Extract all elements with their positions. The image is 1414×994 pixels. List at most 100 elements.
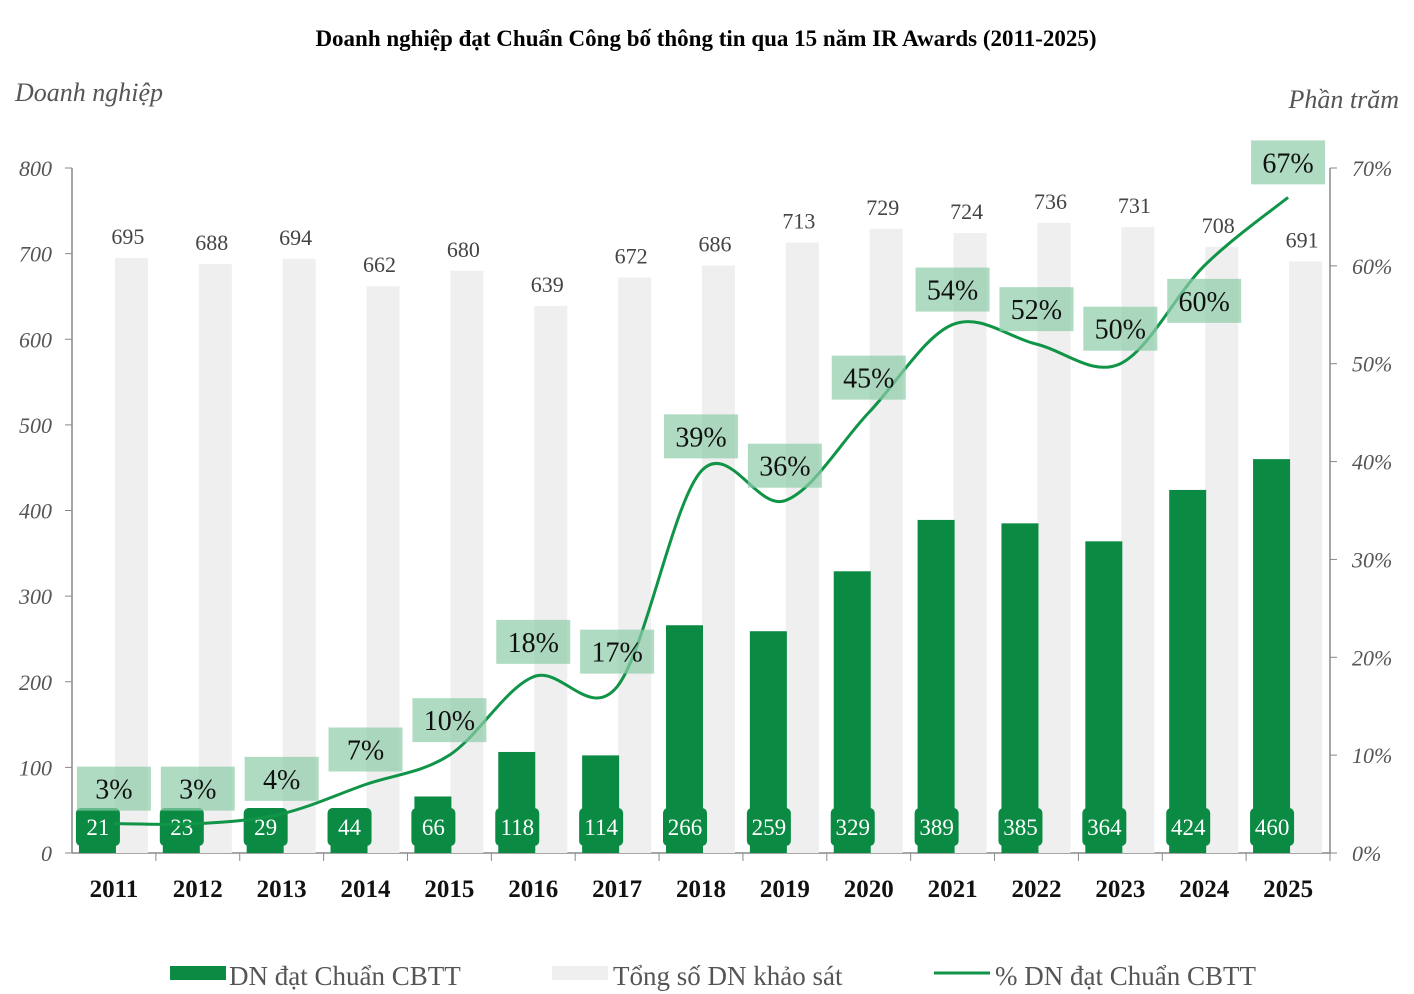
percent-label-box: [664, 414, 738, 459]
x-tick-label: 2012: [173, 876, 223, 903]
x-tick-label: 2020: [844, 876, 894, 903]
achieved-bar: [917, 519, 955, 853]
total-data-label: 672: [615, 244, 648, 269]
achieved-label-box: [914, 808, 959, 846]
y-tick-label: 200: [19, 670, 52, 695]
achieved-bar: [1001, 523, 1039, 853]
percent-data-label: 10%: [424, 706, 475, 737]
x-tick-label: 2011: [90, 876, 139, 903]
achieved-data-label: 118: [500, 815, 534, 840]
achieved-label-box: [1166, 808, 1211, 846]
achieved-data-label: 424: [1171, 815, 1206, 840]
total-data-label: 694: [279, 225, 312, 250]
total-bar: [702, 265, 735, 853]
x-tick-label: 2021: [928, 876, 978, 903]
achieved-data-label: 259: [752, 815, 787, 840]
total-bar: [785, 242, 819, 853]
total-bar: [1205, 246, 1239, 853]
y2-tick-label: 0%: [1352, 841, 1381, 866]
percent-data-label: 39%: [675, 422, 726, 453]
legend-swatch-achieved: [170, 966, 226, 980]
total-bar: [534, 305, 568, 853]
achieved-label-box: [75, 808, 120, 846]
total-bar: [1289, 261, 1323, 853]
total-bar: [953, 233, 987, 853]
percent-data-label: 50%: [1095, 315, 1146, 346]
y-tick-label: 500: [19, 413, 52, 438]
achieved-data-label: 114: [584, 815, 618, 840]
percent-data-label: 60%: [1179, 287, 1230, 318]
percent-data-label: 7%: [347, 736, 384, 767]
percent-data-label: 54%: [927, 276, 978, 307]
percent-label-box: [1251, 140, 1326, 185]
total-data-label: 731: [1118, 193, 1151, 218]
x-tick-label: 2019: [760, 876, 810, 903]
percent-label-box: [1167, 278, 1242, 323]
x-tick-label: 2023: [1095, 876, 1145, 903]
percent-data-label: 67%: [1262, 148, 1313, 179]
percent-data-label: 3%: [179, 775, 216, 806]
x-tick-label: 2022: [1011, 876, 1061, 903]
percent-data-label: 36%: [759, 452, 810, 483]
total-data-label: 729: [866, 195, 899, 220]
total-data-label: 680: [447, 237, 480, 262]
achieved-label-box: [1250, 808, 1295, 846]
achieved-label-box: [579, 808, 624, 846]
achieved-label-box: [998, 808, 1043, 846]
total-data-label: 686: [699, 232, 732, 257]
achieved-data-label: 364: [1087, 815, 1122, 840]
y-tick-label: 600: [19, 327, 52, 352]
achieved-label-box: [1082, 808, 1127, 846]
achieved-label-box: [327, 808, 372, 846]
percent-data-label: 18%: [508, 628, 559, 659]
achieved-label-box: [830, 808, 875, 846]
percent-data-label: 52%: [1011, 295, 1062, 326]
percent-label-box: [76, 766, 151, 811]
total-data-label: 708: [1202, 213, 1235, 238]
achieved-data-label: 66: [422, 815, 445, 840]
percent-label-box: [244, 756, 319, 801]
achieved-bar: [1169, 489, 1207, 853]
y2-tick-label: 60%: [1352, 254, 1392, 279]
chart-title: Doanh nghiệp đạt Chuẩn Công bố thông tin…: [315, 26, 1096, 51]
achieved-data-label: 21: [86, 815, 109, 840]
percent-label-box: [747, 443, 822, 488]
achieved-bar: [1253, 459, 1291, 853]
y2-axis-title: Phần trăm: [1288, 85, 1400, 114]
y2-tick-label: 10%: [1352, 743, 1392, 768]
x-tick-label: 2013: [257, 876, 307, 903]
legend: DN đạt Chuẩn CBTT Tổng số DN khảo sát % …: [170, 961, 1256, 991]
achieved-data-label: 266: [668, 815, 703, 840]
total-bar: [450, 270, 484, 853]
percent-label-box: [831, 355, 906, 400]
total-data-label: 736: [1034, 189, 1067, 214]
achieved-data-label: 23: [170, 815, 193, 840]
achieved-label-box: [411, 808, 456, 846]
total-bar: [114, 257, 148, 853]
percent-data-label: 17%: [591, 638, 642, 669]
total-data-label: 688: [195, 230, 228, 255]
x-tick-label: 2015: [424, 876, 474, 903]
y2-tick-label: 20%: [1352, 645, 1392, 670]
achieved-bar: [1085, 541, 1123, 853]
x-tick-label: 2018: [676, 876, 726, 903]
achieved-label-box: [746, 808, 791, 846]
achieved-data-label: 389: [919, 815, 954, 840]
achieved-label-box: [663, 808, 707, 846]
y-tick-label: 800: [19, 156, 52, 181]
y2-tick-label: 30%: [1351, 547, 1392, 572]
percent-label-box: [412, 698, 487, 743]
x-tick-label: 2017: [592, 876, 642, 903]
total-bar: [282, 258, 316, 853]
x-tick-label: 2016: [508, 876, 558, 903]
y-tick-label: 300: [18, 584, 52, 609]
y-tick-label: 700: [19, 242, 52, 267]
total-data-label: 713: [782, 208, 815, 233]
legend-label-achieved: DN đạt Chuẩn CBTT: [229, 961, 461, 991]
achieved-data-label: 44: [338, 815, 362, 840]
y-axis-title: Doanh nghiệp: [14, 78, 163, 107]
total-data-label: 695: [111, 224, 144, 249]
percent-label-box: [580, 629, 655, 674]
legend-label-total: Tổng số DN khảo sát: [613, 961, 843, 991]
achieved-data-label: 385: [1003, 815, 1038, 840]
